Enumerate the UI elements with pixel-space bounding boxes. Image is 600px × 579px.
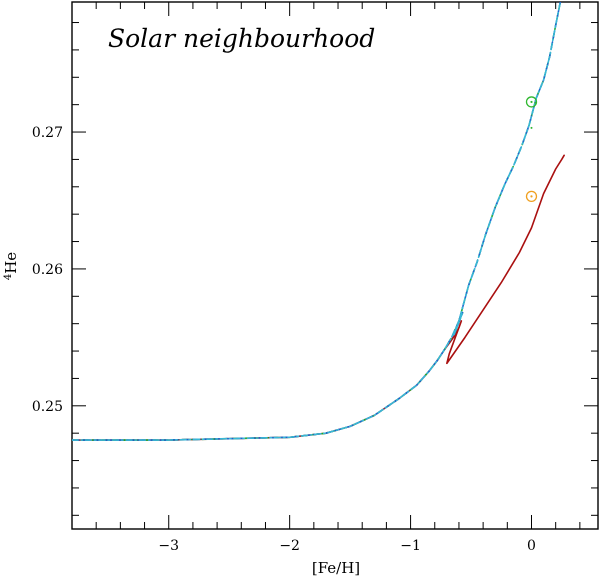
x-tick-label: −3 — [158, 538, 179, 554]
sun-green-marker — [525, 96, 538, 108]
series-line-model-red — [72, 154, 565, 441]
markers-layer — [525, 96, 538, 203]
curves-layer — [72, 2, 565, 441]
y-tick-label: 0.27 — [32, 125, 63, 141]
series-line-model-green — [72, 2, 562, 441]
y-axis-label-sup: 4 — [3, 274, 14, 280]
x-axis-label: [Fe/H] — [312, 559, 360, 577]
series-line-model-blue — [72, 2, 562, 441]
sun-orange-marker-center — [530, 195, 533, 198]
chart-title: Solar neighbourhood — [108, 24, 375, 53]
ticks-layer: −3 −2 −1 0 0.25 0.26 0.27 — [32, 2, 598, 554]
x-tick-label: −2 — [279, 538, 300, 554]
plot-frame — [71, 1, 599, 530]
x-tick-label: 0 — [527, 538, 536, 554]
series-line-model-cyan — [72, 2, 562, 441]
y-tick-label: 0.26 — [32, 262, 63, 278]
y-axis-label: 4He — [2, 252, 20, 280]
y-tick-label: 0.25 — [32, 399, 63, 415]
y-axis-label-main: He — [2, 252, 20, 274]
green-dot — [530, 126, 533, 129]
x-tick-label: −1 — [400, 538, 421, 554]
sun-green-marker-center — [530, 100, 533, 104]
sun-orange-marker — [525, 190, 538, 203]
